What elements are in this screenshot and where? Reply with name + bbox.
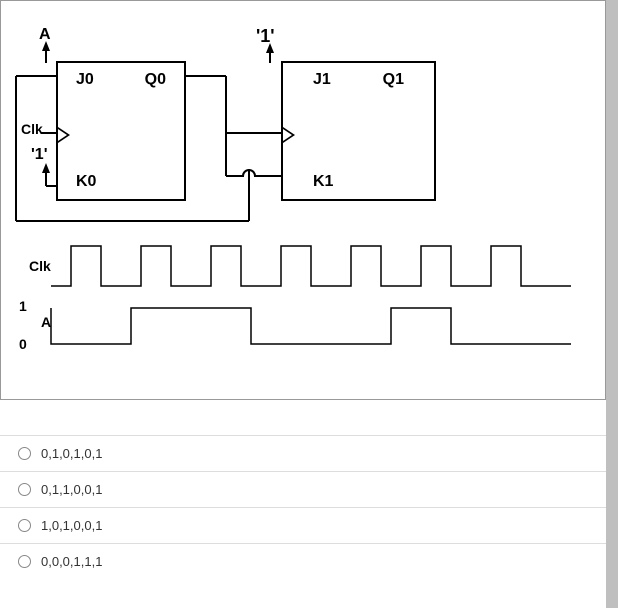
timing-waveforms — [11, 226, 591, 366]
timing-diagram: Clk A 1 0 — [11, 226, 571, 366]
radio-icon — [18, 447, 31, 460]
answer-text: 1,0,1,0,0,1 — [41, 518, 102, 533]
answer-option-1[interactable]: 0,1,1,0,0,1 — [0, 471, 606, 507]
answer-text: 0,1,0,1,0,1 — [41, 446, 102, 461]
radio-icon — [18, 555, 31, 568]
answer-option-0[interactable]: 0,1,0,1,0,1 — [0, 435, 606, 471]
radio-icon — [18, 519, 31, 532]
circuit-wires — [11, 21, 571, 241]
diagram-panel: J0 Q0 K0 A Clk '1' J1 Q1 K1 '1' — [0, 0, 606, 400]
answer-option-3[interactable]: 0,0,0,1,1,1 — [0, 543, 606, 579]
answer-option-2[interactable]: 1,0,1,0,0,1 — [0, 507, 606, 543]
radio-icon — [18, 483, 31, 496]
circuit-diagram: J0 Q0 K0 A Clk '1' J1 Q1 K1 '1' — [11, 21, 571, 221]
answer-text: 0,1,1,0,0,1 — [41, 482, 102, 497]
answer-text: 0,0,0,1,1,1 — [41, 554, 102, 569]
answer-list: 0,1,0,1,0,1 0,1,1,0,0,1 1,0,1,0,0,1 0,0,… — [0, 435, 606, 579]
